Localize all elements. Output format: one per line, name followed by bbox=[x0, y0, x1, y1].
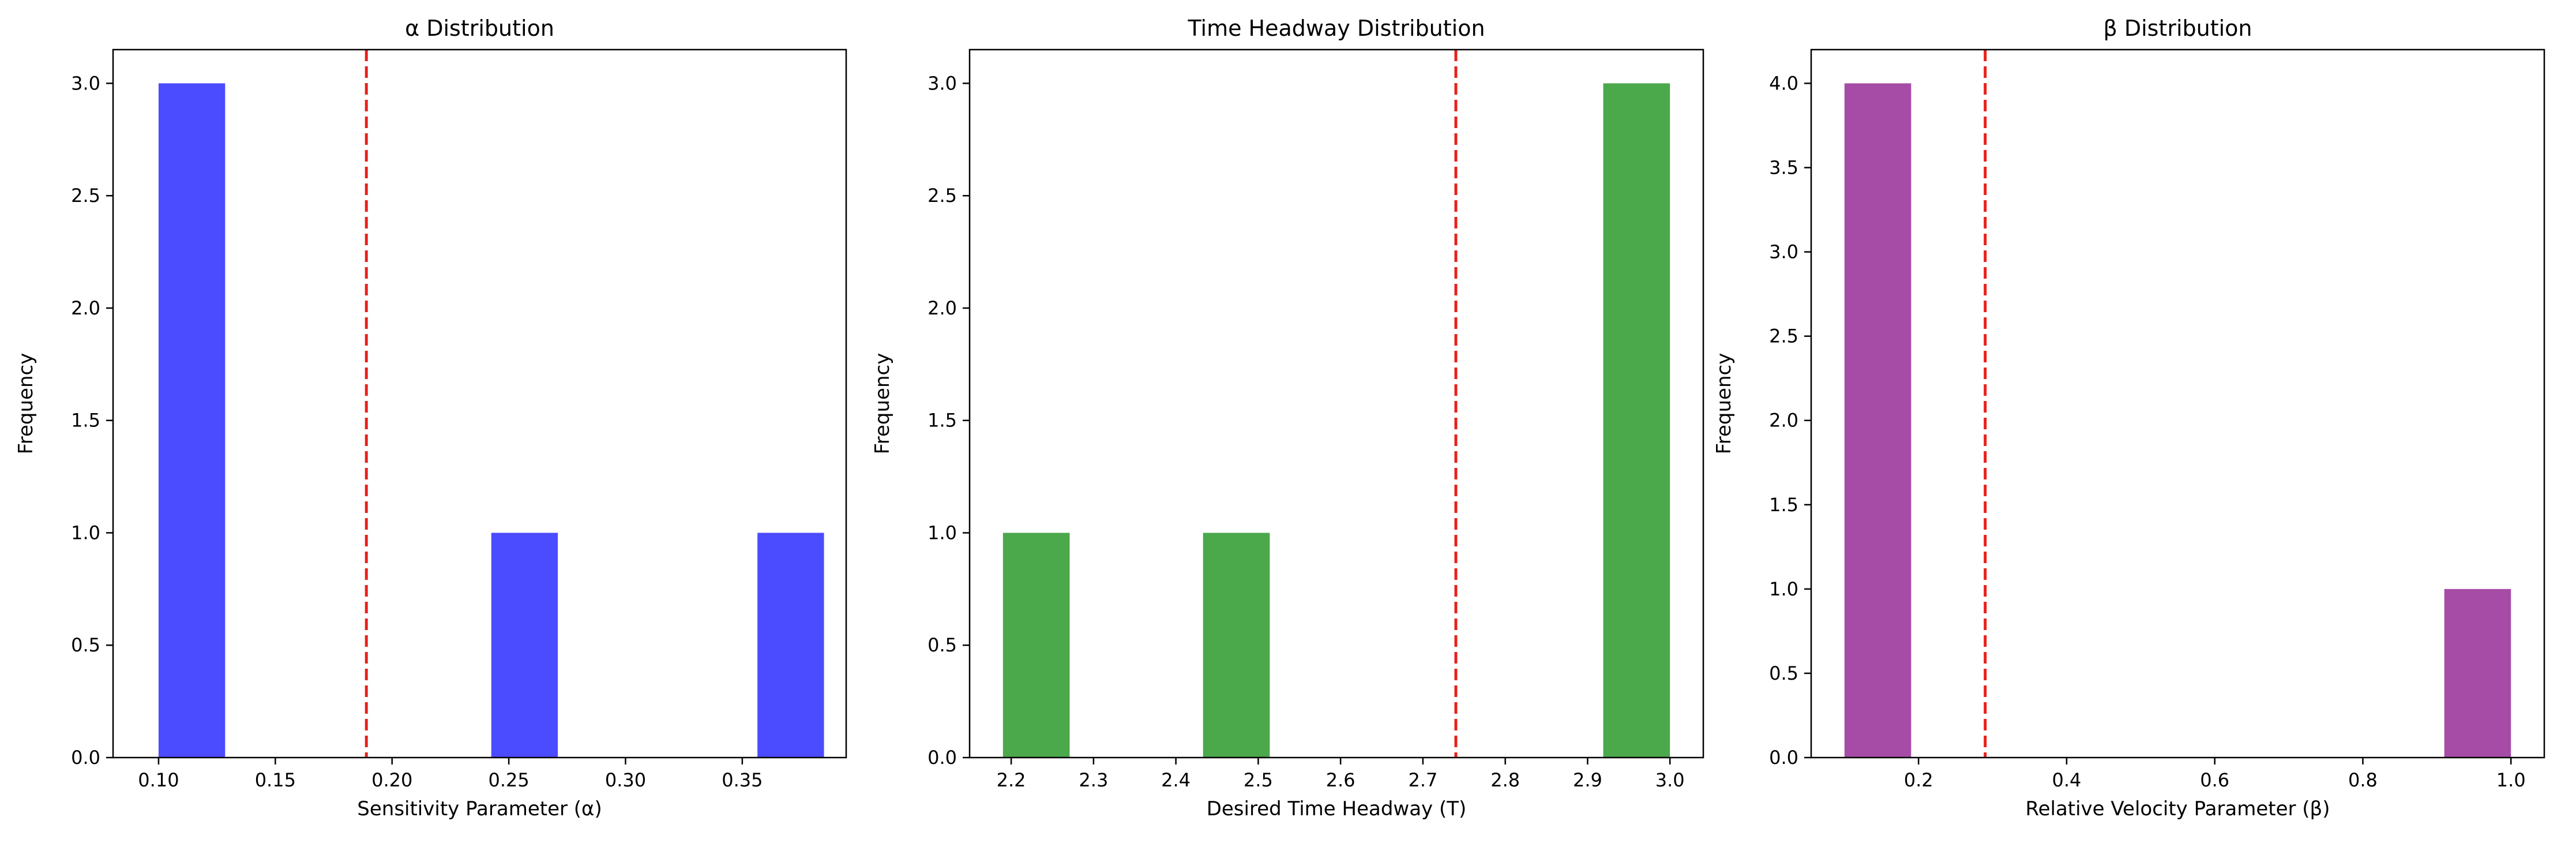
y-tick-label: 1.5 bbox=[71, 410, 100, 432]
chart-panel-1: 0.10 0.15 0.20 0.25 0.30 0.35 0.0 0.5 1.0 1.5 2.0 2… bbox=[14, 16, 847, 820]
x-axis-label: Sensitivity Parameter (α) bbox=[357, 797, 602, 820]
x-tick-label: 0.8 bbox=[2348, 769, 2378, 791]
x-tick-label: 2.2 bbox=[997, 769, 1026, 791]
y-tick-label: 2.5 bbox=[71, 185, 100, 207]
x-tick-label: 0.10 bbox=[138, 769, 179, 791]
x-tick-label: 3.0 bbox=[1655, 769, 1685, 791]
chart-title: Time Headway Distribution bbox=[1187, 16, 1485, 41]
x-tick-label: 0.30 bbox=[605, 769, 646, 791]
plot-frame bbox=[968, 48, 1704, 759]
chart-panel-3: 0.2 0.4 0.6 0.8 1.0 0.0 0.5 1.0 1.5 2.0 2.5 3.0 3.5 4… bbox=[1713, 16, 2545, 820]
y-tick-label: 2.0 bbox=[1769, 410, 1798, 432]
chart-panels: 0.10 0.15 0.20 0.25 0.30 0.350.00.51.01.52.02… bbox=[14, 16, 2545, 820]
y-tick-label: 1.0 bbox=[71, 522, 100, 544]
y-tick-label: 0.0 bbox=[927, 747, 957, 769]
chart-title: α Distribution bbox=[405, 16, 554, 41]
y-tick-label: 1.0 bbox=[927, 522, 957, 544]
histogram-bar bbox=[1844, 83, 1912, 758]
x-tick-label: 0.4 bbox=[2052, 769, 2081, 791]
x-tick-label: 2.9 bbox=[1573, 769, 1602, 791]
x-tick-label: 0.15 bbox=[255, 769, 296, 791]
x-tick-label: 2.5 bbox=[1244, 769, 1273, 791]
y-tick-label: 4.0 bbox=[1769, 72, 1798, 94]
y-axis-label: Frequency bbox=[1713, 353, 1736, 455]
y-tick-label: 1.5 bbox=[927, 410, 957, 432]
plot-frame bbox=[112, 48, 847, 759]
y-axis-label: Frequency bbox=[871, 353, 894, 455]
plot-frame bbox=[1810, 48, 2545, 759]
y-tick-label: 3.0 bbox=[927, 72, 957, 94]
chart-panel-2: 2.2 2.3 2.4 2.5 2.6 2.7 2.8 2.9 3.0 0.0 0.5 1.0 1.5 2… bbox=[871, 16, 1704, 820]
y-tick-label: 3.0 bbox=[1769, 241, 1798, 263]
x-tick-label: 0.6 bbox=[2200, 769, 2229, 791]
y-tick-label: 2.5 bbox=[1769, 325, 1798, 347]
y-axis-label: Frequency bbox=[14, 353, 37, 455]
x-tick-label: 0.20 bbox=[371, 769, 412, 791]
x-tick-label: 2.4 bbox=[1161, 769, 1191, 791]
histogram-bar bbox=[491, 533, 558, 758]
x-tick-label: 1.0 bbox=[2496, 769, 2526, 791]
x-tick-label: 2.8 bbox=[1490, 769, 1520, 791]
y-tick-label: 2.5 bbox=[927, 185, 957, 207]
y-tick-label: 0.0 bbox=[1769, 747, 1798, 769]
histogram-bar bbox=[158, 83, 226, 758]
x-axis-label: Desired Time Headway (T) bbox=[1207, 797, 1467, 820]
x-tick-label: 2.7 bbox=[1408, 769, 1437, 791]
histogram-bar bbox=[757, 533, 824, 758]
y-tick-label: 2.0 bbox=[927, 297, 957, 319]
x-tick-label: 0.25 bbox=[488, 769, 529, 791]
x-tick-label: 0.2 bbox=[1904, 769, 1933, 791]
y-tick-label: 0.5 bbox=[1769, 662, 1798, 684]
histogram-bar bbox=[1603, 83, 1670, 758]
histogram-bar bbox=[1002, 533, 1070, 758]
histogram-bar bbox=[1203, 533, 1270, 758]
y-tick-label: 3.5 bbox=[1769, 157, 1798, 179]
x-tick-label: 2.6 bbox=[1326, 769, 1355, 791]
y-tick-label: 2.0 bbox=[71, 297, 100, 319]
y-tick-label: 1.0 bbox=[1769, 578, 1798, 600]
y-tick-label: 3.0 bbox=[71, 72, 100, 94]
y-tick-label: 0.0 bbox=[71, 747, 100, 769]
y-tick-label: 0.5 bbox=[927, 634, 957, 656]
histogram-bar bbox=[2444, 589, 2511, 758]
x-axis-label: Relative Velocity Parameter (β) bbox=[2025, 797, 2330, 820]
chart-title: β Distribution bbox=[2103, 16, 2252, 41]
x-tick-label: 0.35 bbox=[722, 769, 763, 791]
y-tick-label: 1.5 bbox=[1769, 494, 1798, 516]
y-tick-label: 0.5 bbox=[71, 634, 100, 656]
x-tick-label: 2.3 bbox=[1079, 769, 1108, 791]
